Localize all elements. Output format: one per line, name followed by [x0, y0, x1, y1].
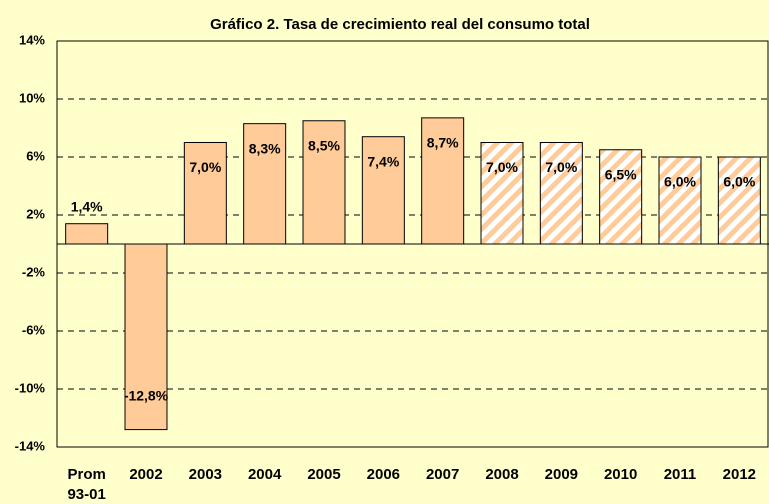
x-tick-label: 2003 — [188, 466, 223, 483]
x-tick-label: 2010 — [603, 466, 638, 483]
value-label: 1,4% — [71, 198, 103, 214]
value-label: 6,0% — [664, 174, 696, 190]
chart-title: Gráfico 2. Tasa de crecimiento real del … — [210, 16, 590, 33]
value-label: 7,0% — [189, 159, 221, 175]
x-tick-label: Prom 93-01 — [67, 466, 106, 503]
value-label: 8,7% — [427, 135, 459, 151]
bar — [243, 123, 287, 245]
x-tick-label: 2002 — [129, 466, 163, 483]
y-tick-label: -10% — [15, 380, 46, 395]
y-tick-label: -14% — [15, 438, 46, 453]
value-label: 8,3% — [249, 140, 281, 156]
bar — [539, 142, 583, 245]
x-tick-label: 2005 — [307, 466, 341, 483]
x-tick-label: 2006 — [366, 466, 401, 483]
x-tick-label: 2004 — [247, 466, 282, 483]
value-label: 8,5% — [308, 137, 340, 153]
bar — [599, 149, 643, 245]
bar — [302, 120, 346, 245]
y-tick-label: -6% — [22, 322, 46, 337]
bar — [717, 156, 761, 245]
bar — [183, 142, 227, 245]
y-tick-label: 14% — [19, 32, 45, 47]
value-label: 7,4% — [367, 153, 399, 169]
value-label: 6,5% — [605, 166, 637, 182]
bar — [658, 156, 702, 245]
value-label: -12,8% — [124, 387, 169, 403]
x-tick-label: 2007 — [425, 466, 460, 483]
x-tick-label: 2008 — [485, 466, 519, 483]
value-label: 7,0% — [545, 159, 577, 175]
y-tick-label: -2% — [22, 264, 46, 279]
x-tick-label: 2011 — [663, 466, 697, 483]
bar — [361, 136, 405, 245]
value-label: 7,0% — [486, 159, 518, 175]
y-tick-label: 6% — [26, 148, 45, 163]
bar — [65, 223, 109, 245]
x-tick-label: 2009 — [544, 466, 579, 483]
y-tick-label: 10% — [19, 90, 45, 105]
bar — [421, 117, 465, 245]
bar — [124, 243, 168, 431]
y-tick-label: 2% — [26, 206, 45, 221]
bar — [480, 142, 524, 245]
x-tick-label: 2012 — [722, 466, 757, 483]
value-label: 6,0% — [723, 174, 755, 190]
